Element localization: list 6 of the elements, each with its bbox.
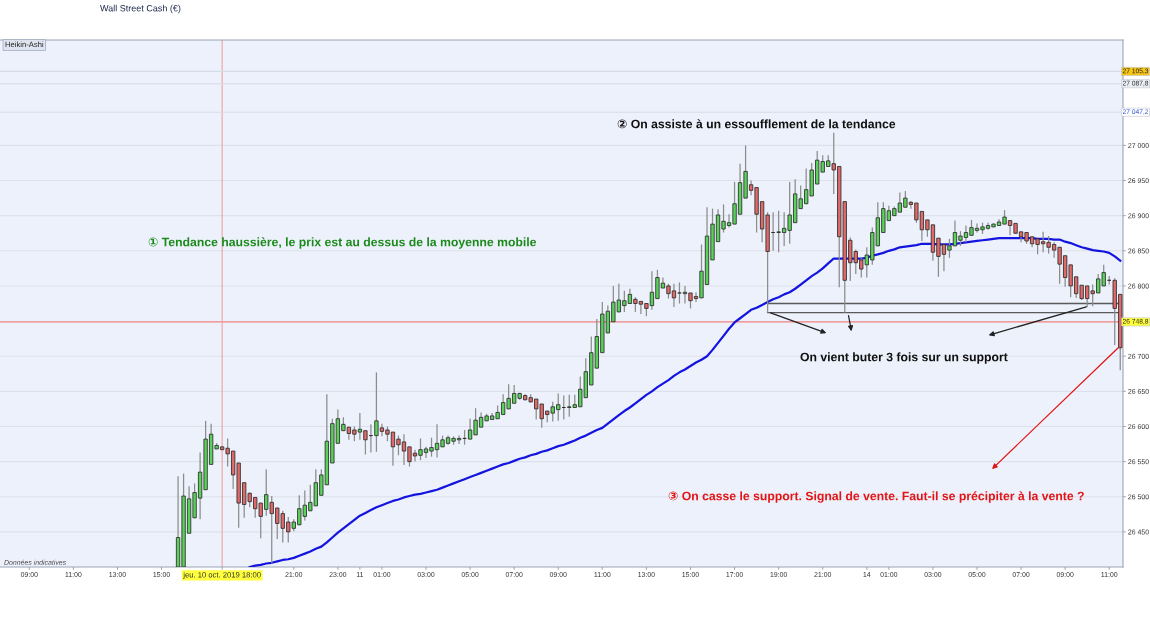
annotation: On vient buter 3 fois sur un support <box>800 352 1008 364</box>
annotation: ① Tendance haussière, le prix est au dessus de la moyenne mobile <box>148 237 537 249</box>
annotation: ③ On casse le support. Signal de vente. Faut-il se précipiter à la vente ? <box>668 491 1084 503</box>
candlestick <box>677 281 682 305</box>
annotation: ② On assiste à un essoufflement de la tendance <box>617 119 896 129</box>
chart-title: Wall Street Cash (€) <box>100 4 181 14</box>
